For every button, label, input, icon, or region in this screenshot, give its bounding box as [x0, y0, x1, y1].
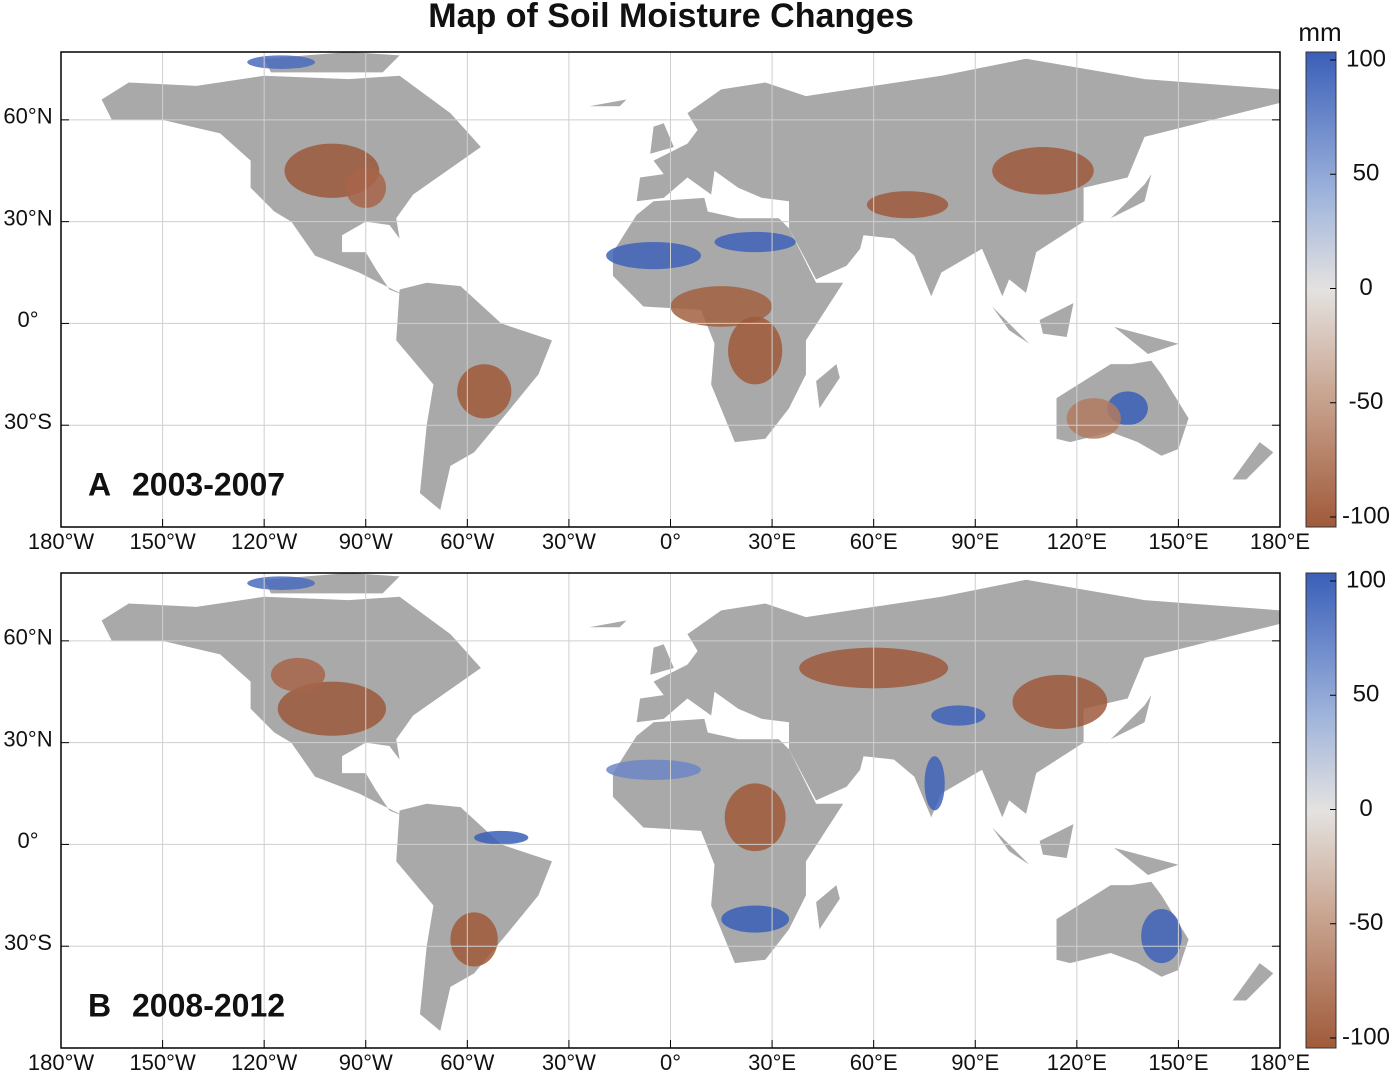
land [1114, 847, 1179, 875]
land [816, 885, 840, 930]
panel-label: A [88, 466, 111, 502]
y-tick-label: 0° [17, 307, 38, 332]
anomaly-patch [728, 316, 783, 385]
colorbar [1305, 51, 1337, 528]
anomaly-patch [1012, 674, 1108, 730]
x-tick-label: 150°W [129, 1050, 196, 1075]
x-tick-label: 180°E [1250, 529, 1310, 554]
anomaly-patch [247, 55, 315, 69]
x-tick-label: 60°E [850, 1050, 898, 1075]
y-tick-label: 0° [17, 828, 38, 853]
x-tick-label: 0° [660, 529, 681, 554]
x-tick-label: 180°W [28, 529, 95, 554]
anomaly-patch [992, 147, 1094, 195]
anomaly-patch [450, 912, 498, 967]
anomaly-patch [277, 681, 387, 736]
anomaly-patch [866, 191, 949, 219]
land [1110, 695, 1152, 740]
x-tick-label: 150°E [1148, 529, 1208, 554]
land [589, 620, 627, 628]
colorbar-tick-label: -100 [1342, 1023, 1390, 1050]
y-tick-label: 30°N [3, 726, 52, 751]
x-tick-label: 120°W [231, 529, 298, 554]
map-frame [60, 572, 1281, 1049]
anomaly-patch [670, 286, 773, 327]
anomaly-patch [1066, 398, 1121, 439]
colorbar-tick-label: 50 [1353, 681, 1380, 708]
land [992, 306, 1030, 344]
anomaly-patch [1141, 908, 1182, 964]
anomaly-patch [606, 242, 701, 270]
x-tick-label: 30°E [748, 1050, 796, 1075]
x-tick-label: 90°W [339, 1050, 393, 1075]
colorbar-tick-label: 0 [1359, 274, 1372, 301]
colorbar-tick-label: -100 [1342, 502, 1390, 529]
land [1114, 326, 1179, 354]
land [101, 75, 481, 297]
colorbar-tick-label: 50 [1353, 160, 1380, 187]
land [992, 827, 1030, 865]
land [1232, 963, 1274, 1001]
anomaly-patch [474, 830, 529, 845]
x-tick-label: 90°W [339, 529, 393, 554]
x-tick-label: 60°W [440, 1050, 494, 1075]
colorbar-unit: mm [1298, 17, 1341, 47]
land [1232, 442, 1274, 480]
colorbar-tick-label: 100 [1346, 566, 1386, 593]
x-tick-label: 120°W [231, 1050, 298, 1075]
x-tick-label: 90°E [951, 1050, 999, 1075]
y-tick-label: 60°N [3, 104, 52, 129]
colorbar [1305, 572, 1337, 1049]
x-tick-label: 150°W [129, 529, 196, 554]
land [1039, 824, 1074, 858]
anomaly-patch [924, 756, 945, 811]
x-tick-label: 30°W [542, 529, 596, 554]
land [1110, 174, 1152, 219]
land [636, 579, 1280, 818]
panel-period: 2008-2012 [132, 987, 285, 1023]
x-tick-label: 180°E [1250, 1050, 1310, 1075]
map-layer [101, 52, 1280, 511]
x-tick-label: 120°E [1047, 1050, 1107, 1075]
colorbar-tick-label: 100 [1346, 45, 1386, 72]
land [636, 58, 1280, 297]
land [816, 364, 840, 409]
map-panel: 180°W 150°W 120°W 90°W 60°W 30°W 0° 30°E 60°E 90°… [3, 566, 1390, 1074]
anomaly-patch [724, 783, 786, 852]
anomaly-patch [270, 657, 326, 692]
panel-period: 2003-2007 [132, 466, 285, 502]
x-tick-label: 180°W [28, 1050, 95, 1075]
x-tick-label: 0° [660, 1050, 681, 1075]
y-tick-label: 30°S [4, 409, 52, 434]
anomaly-patch [714, 231, 796, 253]
anomaly-patch [931, 705, 986, 726]
y-tick-label: 30°N [3, 205, 52, 230]
title: Map of Soil Moisture Changes [428, 0, 913, 35]
y-tick-label: 30°S [4, 930, 52, 955]
anomaly-patch [247, 576, 315, 590]
x-tick-label: 120°E [1047, 529, 1107, 554]
y-tick-label: 60°N [3, 625, 52, 650]
x-tick-label: 150°E [1148, 1050, 1208, 1075]
x-tick-label: 30°E [748, 529, 796, 554]
land [589, 99, 627, 107]
land [650, 123, 674, 154]
map-layer [101, 573, 1280, 1032]
map-panel: 180°W 150°W 120°W 90°W 60°W 30°W 0° 30°E 60°E 90°… [3, 45, 1390, 553]
anomaly-patch [457, 364, 512, 419]
x-tick-label: 30°W [542, 1050, 596, 1075]
anomaly-patch [606, 759, 701, 780]
land [650, 644, 674, 675]
colorbar-tick-label: 0 [1359, 795, 1372, 822]
x-tick-label: 60°W [440, 529, 494, 554]
anomaly-patch [721, 905, 790, 933]
colorbar-tick-label: -50 [1349, 388, 1384, 415]
map-frame [60, 51, 1281, 528]
x-tick-label: 60°E [850, 529, 898, 554]
panel-label: B [88, 987, 111, 1023]
colorbar-tick-label: -50 [1349, 909, 1384, 936]
land [1039, 303, 1074, 337]
x-tick-label: 90°E [951, 529, 999, 554]
